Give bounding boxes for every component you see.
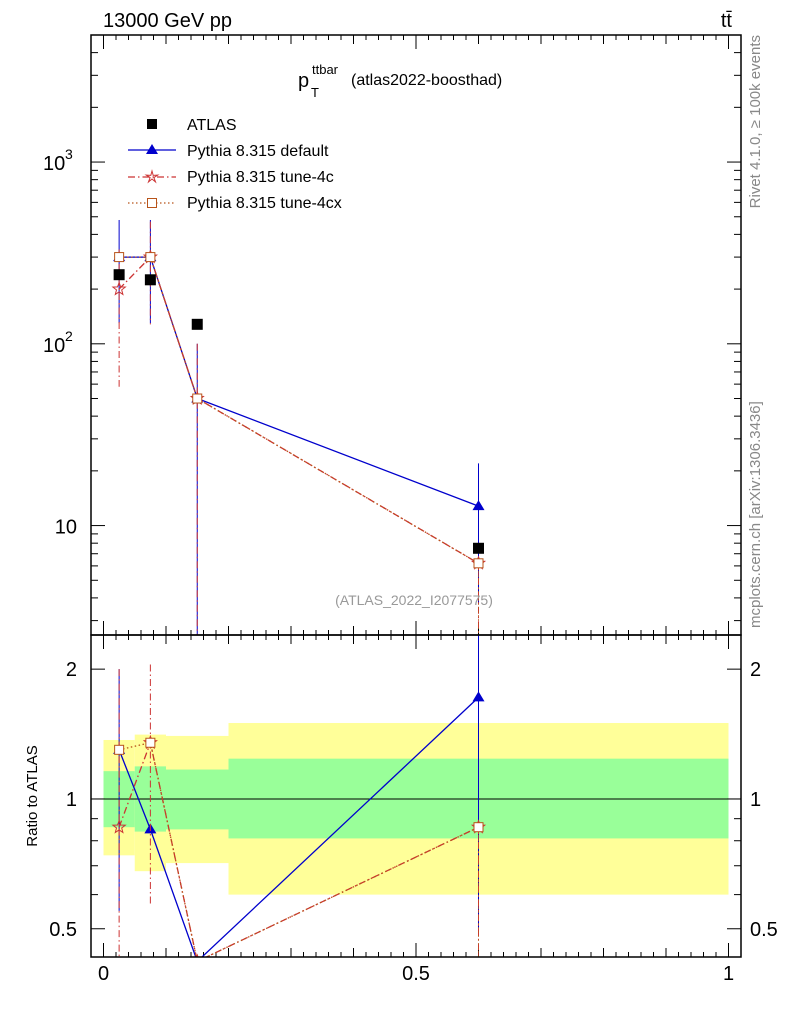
legend-entry-pythia-default: Pythia 8.315 default bbox=[128, 143, 329, 160]
upper-y-tick-label-base: 10 bbox=[43, 335, 65, 357]
lower-y-tick-label-left: 1 bbox=[66, 789, 77, 811]
data-point-pythia-8-315-tune-4cx bbox=[192, 393, 203, 404]
x-tick-label: 1 bbox=[723, 963, 734, 985]
lower-y-tick-label-right: 0.5 bbox=[750, 919, 778, 941]
upper-y-tick-label: 10 3 bbox=[43, 146, 73, 175]
legend-label-pythia-tune-4c: Pythia 8.315 tune-4c bbox=[187, 169, 334, 186]
data-point-atlas bbox=[113, 269, 125, 281]
legend-marker-pythia-tune-4cx bbox=[147, 198, 157, 208]
series-pythia-8-315-tune-4cx bbox=[114, 252, 484, 635]
uncertainty-bands bbox=[103, 723, 729, 895]
lower-y-tick-label-right: 2 bbox=[750, 659, 761, 681]
ratio-point-pythia-8-315-default bbox=[472, 691, 485, 702]
x-tick-labels: 0 0.5 1 bbox=[98, 963, 734, 985]
data-point-atlas bbox=[473, 542, 484, 554]
legend-label-pythia-default: Pythia 8.315 default bbox=[187, 143, 329, 160]
ratio-point-pythia-8-315-tune-4cx bbox=[473, 822, 484, 833]
chart-title-main: p bbox=[298, 70, 309, 92]
ratio-point-pythia-8-315-tune-4cx bbox=[145, 737, 156, 748]
mcplots-source-label: mcplots.cern.ch [arXiv:1306.3436] bbox=[747, 401, 764, 628]
uncertainty-band-green bbox=[166, 769, 229, 830]
data-point-pythia-8-315-tune-4cx bbox=[114, 252, 125, 263]
ratio-series-pythia-8-315-tune-4cx bbox=[114, 737, 484, 957]
data-point-pythia-8-315-tune-4c bbox=[111, 281, 127, 296]
lower-series-layer bbox=[111, 635, 487, 957]
chart-title-superscript: ttbar bbox=[312, 62, 339, 77]
data-point-pythia-8-315-default bbox=[472, 500, 485, 511]
legend-entry-pythia-tune-4c: Pythia 8.315 tune-4c bbox=[128, 169, 334, 186]
data-point-pythia-8-315-tune-4cx bbox=[473, 558, 484, 569]
lower-tick-labels: 2 2 1 1 0.5 0.5 bbox=[49, 659, 778, 941]
legend-label-atlas: ATLAS bbox=[187, 117, 237, 134]
lower-panel: 2 2 1 1 0.5 0.5 Ratio to ATLAS bbox=[24, 634, 778, 958]
lower-y-axis-label: Ratio to ATLAS bbox=[24, 745, 41, 846]
lower-y-tick-label-left: 0.5 bbox=[49, 919, 77, 941]
chart-title: p ttbar T (atlas2022-boosthad) bbox=[298, 62, 502, 100]
ratio-point-pythia-8-315-tune-4cx bbox=[114, 744, 125, 755]
ratio-line-pythia-8-315-default bbox=[118, 696, 479, 957]
ratio-point-pythia-8-315-tune-4c bbox=[111, 819, 127, 834]
x-tick-label: 0 bbox=[98, 963, 109, 985]
legend-marker-atlas bbox=[147, 119, 157, 129]
legend-entry-pythia-tune-4cx: Pythia 8.315 tune-4cx bbox=[128, 195, 342, 212]
legend-label-pythia-tune-4cx: Pythia 8.315 tune-4cx bbox=[187, 195, 342, 212]
upper-y-tick-label-exponent: 3 bbox=[65, 146, 73, 162]
ratio-line-pythia-8-315-tune-4c bbox=[118, 740, 479, 957]
series-atlas bbox=[113, 269, 484, 554]
lower-y-tick-label-left: 2 bbox=[66, 659, 77, 681]
chart-title-analysis: (atlas2022-boosthad) bbox=[351, 72, 502, 89]
data-point-atlas bbox=[144, 274, 156, 286]
upper-axis-ticks bbox=[91, 34, 741, 635]
series-line-pythia-8-315-default bbox=[119, 256, 479, 507]
process-label: tt̄ bbox=[721, 10, 733, 32]
energy-label: 13000 GeV pp bbox=[103, 10, 232, 32]
analysis-id-label: (ATLAS_2022_I2077575) bbox=[335, 592, 493, 608]
lower-y-tick-label-right: 1 bbox=[750, 789, 761, 811]
series-pythia-8-315-tune-4c bbox=[111, 221, 487, 635]
upper-y-tick-label: 10 bbox=[55, 517, 77, 539]
series-pythia-8-315-default bbox=[113, 219, 485, 635]
legend: ATLAS Pythia 8.315 default Pythia 8.315 … bbox=[128, 117, 342, 212]
legend-entry-atlas: ATLAS bbox=[147, 117, 237, 134]
rivet-version-label: Rivet 4.1.0, ≥ 100k events bbox=[747, 35, 764, 208]
upper-y-tick-label: 10 2 bbox=[43, 328, 73, 357]
series-line-pythia-8-315-tune-4c bbox=[118, 255, 479, 564]
lower-plot-frame bbox=[90, 634, 742, 958]
upper-y-tick-label-base: 10 bbox=[55, 517, 77, 539]
chart-title-subscript: T bbox=[311, 85, 319, 100]
data-point-pythia-8-315-tune-4cx bbox=[145, 252, 156, 263]
ratio-line-pythia-8-315-tune-4cx bbox=[118, 741, 479, 957]
series-line-pythia-8-315-tune-4cx bbox=[119, 256, 479, 564]
upper-y-tick-label-exponent: 2 bbox=[65, 328, 73, 344]
data-point-atlas bbox=[191, 318, 203, 330]
legend-marker-pythia-tune-4c bbox=[144, 169, 160, 184]
legend-marker-pythia-default bbox=[146, 144, 158, 154]
upper-y-tick-label-base: 10 bbox=[43, 153, 65, 175]
upper-series-layer bbox=[111, 219, 487, 635]
x-tick-label: 0.5 bbox=[402, 963, 430, 985]
ratio-point-pythia-8-315-tune-4cx bbox=[192, 956, 203, 957]
